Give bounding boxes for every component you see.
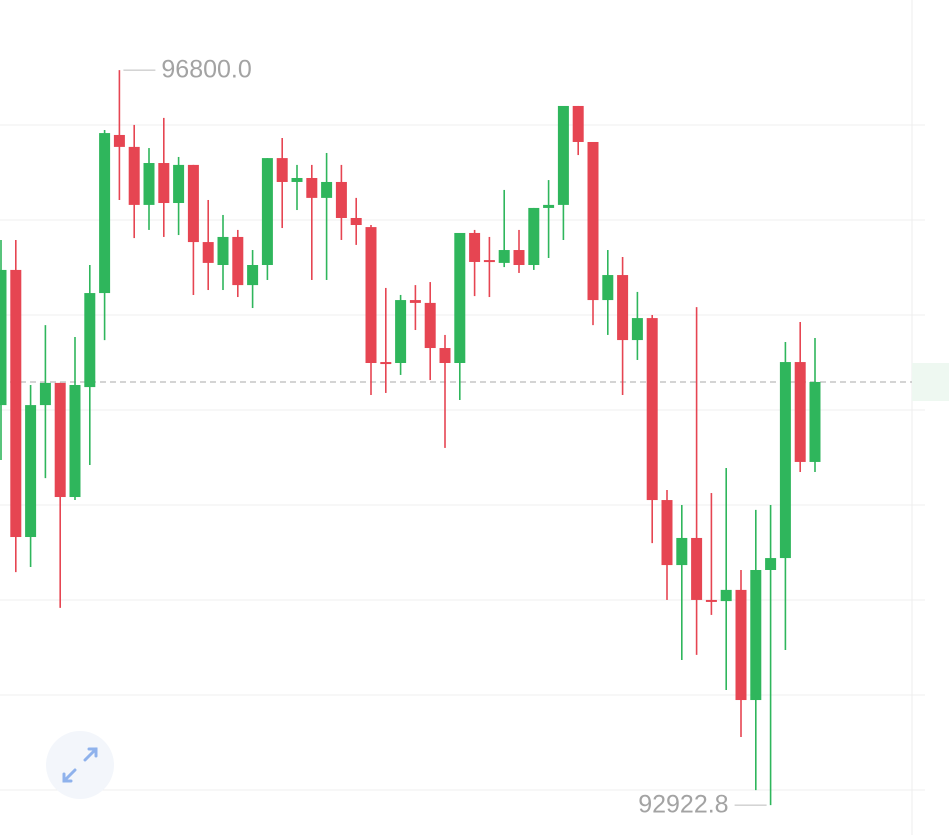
candle-body (543, 204, 555, 208)
candle-body (735, 589, 747, 701)
candle-body (187, 164, 199, 243)
candle-body (54, 382, 66, 498)
annotation-label: 92922.8 (638, 791, 728, 819)
candle-body (173, 164, 185, 204)
candle-body (99, 133, 111, 294)
candle-body (617, 275, 629, 341)
candle-body (291, 177, 303, 182)
candle-body (232, 236, 244, 286)
candle-body (143, 163, 155, 205)
candle-body (380, 362, 392, 365)
candle-body (128, 146, 140, 205)
candle-body (498, 250, 510, 263)
candle-body (261, 158, 273, 266)
candle-body (424, 302, 436, 349)
candle-body (409, 300, 421, 303)
candle-body (779, 362, 791, 559)
candle-body (646, 318, 658, 501)
expand-button[interactable] (46, 731, 114, 799)
candle-body (631, 318, 643, 341)
expand-icon[interactable] (62, 747, 98, 783)
candle-body (365, 227, 377, 364)
candle-body (335, 181, 347, 218)
candle-body (0, 269, 7, 406)
candle-body (765, 558, 777, 570)
candle-body (587, 141, 599, 301)
candle-body (25, 405, 37, 538)
candle-body (794, 362, 806, 462)
candle-body (469, 232, 481, 262)
candle-body (395, 300, 407, 364)
expand-button-bg[interactable] (46, 731, 114, 799)
candle-body (691, 537, 703, 600)
annotation-label: 96800.0 (161, 56, 251, 84)
candle-body (69, 384, 81, 498)
candle-body (676, 537, 688, 566)
candle-body (276, 158, 288, 182)
candle-body (809, 381, 821, 462)
candle-body (158, 163, 170, 204)
candle-body (350, 217, 362, 226)
candle-body (750, 569, 762, 701)
candle-body (439, 348, 451, 364)
candle-body (306, 177, 318, 198)
candle-body (247, 265, 259, 286)
candle-body (10, 269, 22, 538)
price-tag (912, 363, 949, 401)
candle-body (113, 134, 125, 147)
candle-body (454, 232, 466, 364)
candle-body (705, 599, 717, 602)
candle-body (572, 105, 584, 142)
candle-body (513, 250, 525, 266)
candles: 96800.0 92922.8 (0, 56, 821, 819)
candle-body (217, 236, 229, 266)
candle-body (202, 242, 214, 263)
candle-body (483, 260, 495, 263)
candle-body (84, 293, 96, 388)
candle-body (39, 382, 51, 406)
candle-body (720, 589, 732, 602)
candle-body (321, 181, 333, 198)
candle-body (557, 105, 569, 205)
candle-body (602, 275, 614, 301)
candle-body (661, 500, 673, 566)
candle-body (528, 207, 540, 266)
